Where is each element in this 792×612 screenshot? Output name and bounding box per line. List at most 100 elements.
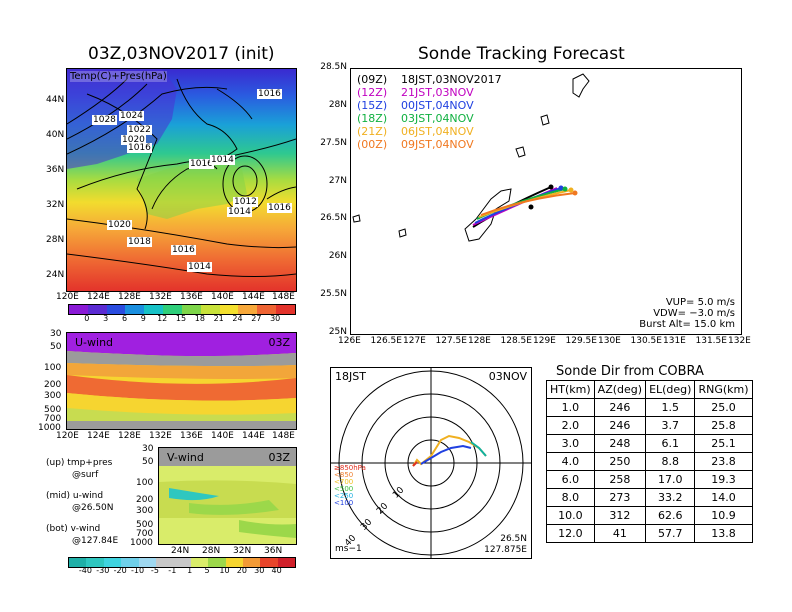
table-cell: 3.0 — [546, 434, 595, 453]
isobar-label: 1022 — [127, 125, 152, 135]
isobar-label: 1016 — [189, 159, 214, 169]
p-label: 200 — [44, 380, 62, 390]
u-wind-panel: U-wind 03Z — [66, 332, 297, 430]
sonde-dir-table: HT(km) AZ(deg) EL(deg) RNG(km) 1.0 246 1.5… — [546, 380, 753, 543]
tracking-map: (09Z) 18JST,03NOV2017 (12Z) 21JST,03NOV (15Z… — [350, 68, 742, 335]
colorbar-tick-label: -1 — [168, 566, 177, 575]
colorbar-swatch — [219, 305, 239, 314]
isobar-label: 1014 — [210, 155, 235, 165]
table-row: 3.0 248 6.1 25.1 — [546, 434, 753, 453]
isobar-label: 1016 — [171, 245, 196, 255]
colorbar-swatch — [86, 558, 104, 567]
isobar-label: 1016 — [257, 89, 282, 99]
colorbar-tick-label: 12 — [157, 314, 168, 323]
p-label: 200 — [136, 495, 154, 505]
colorbar-swatch — [106, 305, 126, 314]
colorbar-tick-label: 21 — [213, 314, 224, 323]
tracking-lon-label: 132E — [728, 336, 751, 346]
launch-jst: 06JST,04NOV — [401, 125, 474, 138]
lat-label: 36N — [46, 165, 65, 175]
lon-label: 144E — [242, 431, 265, 441]
tracking-title: Sonde Tracking Forecast — [418, 44, 625, 64]
polar-plot: 18JST 03NOV 10 20 30 40 ≥850hPa <850 <700 <… — [330, 367, 532, 559]
launch-utc: (21Z) — [357, 125, 388, 138]
colorbar-tick-label: 5 — [204, 566, 210, 575]
p-label: 30 — [50, 329, 62, 339]
map-title: 03Z,03NOV2017 (init) — [88, 44, 275, 64]
lat-label: 24N — [171, 546, 190, 556]
header-el: EL(deg) — [645, 380, 696, 399]
colorbar-swatch — [277, 558, 296, 567]
tracking-lon-label: 128E — [468, 336, 491, 346]
launch-utc: (15Z) — [357, 99, 388, 112]
colorbar-swatch — [190, 558, 209, 567]
pressure-legend-entry: <250 — [334, 492, 354, 500]
isobar-label: 1020 — [107, 220, 132, 230]
table-cell: 57.7 — [645, 524, 696, 543]
tracking-lon-label: 129E — [533, 336, 556, 346]
lon-label: 120E — [56, 292, 79, 302]
polar-time-left: 18JST — [335, 370, 366, 383]
table-cell: 1.0 — [546, 398, 595, 417]
lon-label: 140E — [211, 431, 234, 441]
lon-label: 132E — [149, 431, 172, 441]
p-label: 100 — [136, 478, 154, 488]
pressure-legend-entry: <500 — [334, 485, 354, 493]
polar-time-right: 03NOV — [488, 370, 527, 383]
table-cell: 4.0 — [546, 452, 595, 471]
table-cell: 41 — [593, 524, 647, 543]
lat-label: 32N — [46, 200, 65, 210]
colorbar-tick-label: 9 — [140, 314, 146, 323]
colorbar-tick-label: 27 — [251, 314, 262, 323]
tracking-lat-label: 27N — [328, 175, 347, 186]
lat-label: 28N — [202, 546, 221, 556]
v-wind-label: V-wind — [167, 451, 204, 464]
table-cell: 13.8 — [694, 524, 753, 543]
pressure-legend-entry: <700 — [334, 478, 354, 486]
tracking-map-svg — [352, 73, 590, 242]
colorbar-swatch — [257, 305, 277, 314]
lat-label: 28N — [46, 235, 65, 245]
isobar-label: 1028 — [92, 115, 117, 125]
pressure-legend-entry: <100 — [334, 499, 354, 507]
colorbar-swatch — [242, 558, 261, 567]
v-wind-panel: V-wind 03Z — [158, 447, 297, 545]
lon-label: 128E — [118, 431, 141, 441]
colorbar-tick-label: 18 — [194, 314, 205, 323]
colorbar-tick-label: 3 — [103, 314, 109, 323]
colorbar-swatch — [69, 558, 87, 567]
p-label: 50 — [142, 457, 154, 467]
lat-label: 44N — [46, 95, 65, 105]
note-bot: (bot) v-wind — [46, 524, 101, 534]
lon-label: 148E — [272, 431, 295, 441]
colorbar-tick-label: -10 — [130, 566, 145, 575]
tracking-lat-label: 25.5N — [320, 289, 347, 300]
colorbar-swatch — [163, 305, 182, 314]
burst-text: Burst Alt= 15.0 km — [639, 319, 735, 330]
lat-label: 24N — [46, 270, 65, 280]
tracking-lon-label: 127.5E — [435, 336, 467, 346]
lon-label: 136E — [180, 292, 203, 302]
p-label: 1000 — [130, 538, 153, 548]
u-wind-label: U-wind — [75, 336, 114, 349]
colorbar-swatch — [200, 305, 220, 314]
table-row: 6.0 258 17.0 19.3 — [546, 470, 753, 489]
colorbar-tick-label: 40 — [271, 566, 282, 575]
launch-entry: (21Z) 06JST,04NOV — [357, 125, 502, 138]
vup-text: VUP= 5.0 m/s — [665, 297, 735, 308]
launch-utc: (00Z) — [357, 138, 388, 151]
isobar-label: 1018 — [127, 237, 152, 247]
colorbar-tick-label: 1 — [187, 566, 193, 575]
lat-label: 32N — [233, 546, 252, 556]
launch-utc: (09Z) — [357, 73, 388, 86]
launch-jst: 00JST,04NOV — [401, 99, 474, 112]
lon-label: 136E — [180, 431, 203, 441]
isobar-label: 1024 — [119, 111, 144, 121]
polar-plot-svg — [331, 368, 531, 558]
note-bot-level: @127.84E — [72, 536, 119, 546]
tracking-lat-label: 26N — [328, 251, 347, 262]
colorbar-swatch — [260, 558, 278, 567]
tracking-lon-label: 128.5E — [500, 336, 532, 346]
colorbar-tick-label: 20 — [236, 566, 247, 575]
table-cell: 25.1 — [694, 434, 753, 453]
